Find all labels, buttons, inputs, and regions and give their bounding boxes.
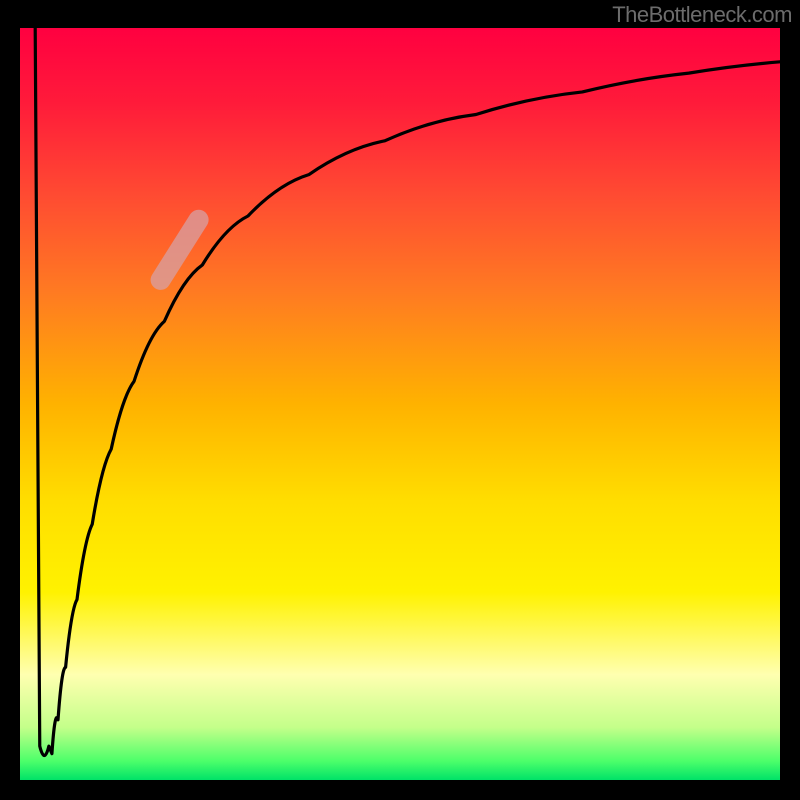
bottleneck-chart <box>0 0 800 800</box>
frame-border <box>780 0 800 800</box>
watermark-text: TheBottleneck.com <box>612 2 792 28</box>
frame-border <box>0 0 20 800</box>
frame-border <box>0 780 800 800</box>
chart-container: TheBottleneck.com <box>0 0 800 800</box>
gradient-background <box>20 28 780 780</box>
